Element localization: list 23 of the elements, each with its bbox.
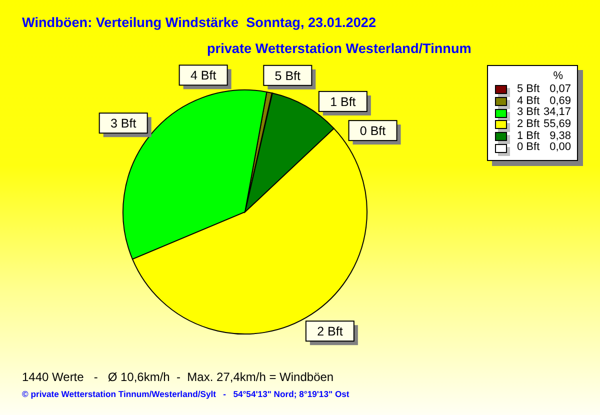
slice-label: 1 Bft bbox=[330, 94, 356, 109]
data-label: 55,69 bbox=[543, 118, 571, 130]
category-label: 0 Bft bbox=[360, 124, 386, 138]
legend-label: 4 Bft bbox=[517, 94, 540, 107]
chart-subtitle: private Wetterstation Westerland/Tinnum bbox=[207, 41, 472, 56]
legend-label: 5 Bft bbox=[517, 83, 540, 95]
legend-label: 3 Bft bbox=[517, 106, 540, 118]
legend-label: 2 Bft bbox=[517, 118, 540, 130]
slice-label: 5 Bft bbox=[274, 68, 302, 83]
text: 1440 Werte - Ø 10,6km/h - Max. 27,4km/h = Windböen bbox=[22, 370, 334, 384]
legend-title: % bbox=[553, 70, 563, 82]
legend-label: 1 Bft bbox=[517, 130, 540, 142]
data-label: 0,07 bbox=[550, 83, 571, 95]
slice-label: 2 Bft bbox=[317, 324, 344, 339]
data-label: 34,17 bbox=[543, 106, 571, 118]
category-label: 4 Bft bbox=[190, 68, 216, 83]
text: © private Wetterstation Tinnum/Westerland/Sylt - 54°54'13" Nord; 8°19'13" Ost bbox=[22, 389, 350, 399]
chart-title: Windböen: Verteilung Windstärke Sonntag, 23.01.2022 bbox=[22, 15, 376, 30]
data-label: 9,38 bbox=[550, 130, 571, 142]
legend-label: 0 Bft bbox=[517, 141, 540, 154]
slice-label: 3 Bft bbox=[110, 116, 137, 131]
data-label: 0,69 bbox=[550, 94, 571, 107]
text: 0,00 bbox=[550, 141, 571, 154]
